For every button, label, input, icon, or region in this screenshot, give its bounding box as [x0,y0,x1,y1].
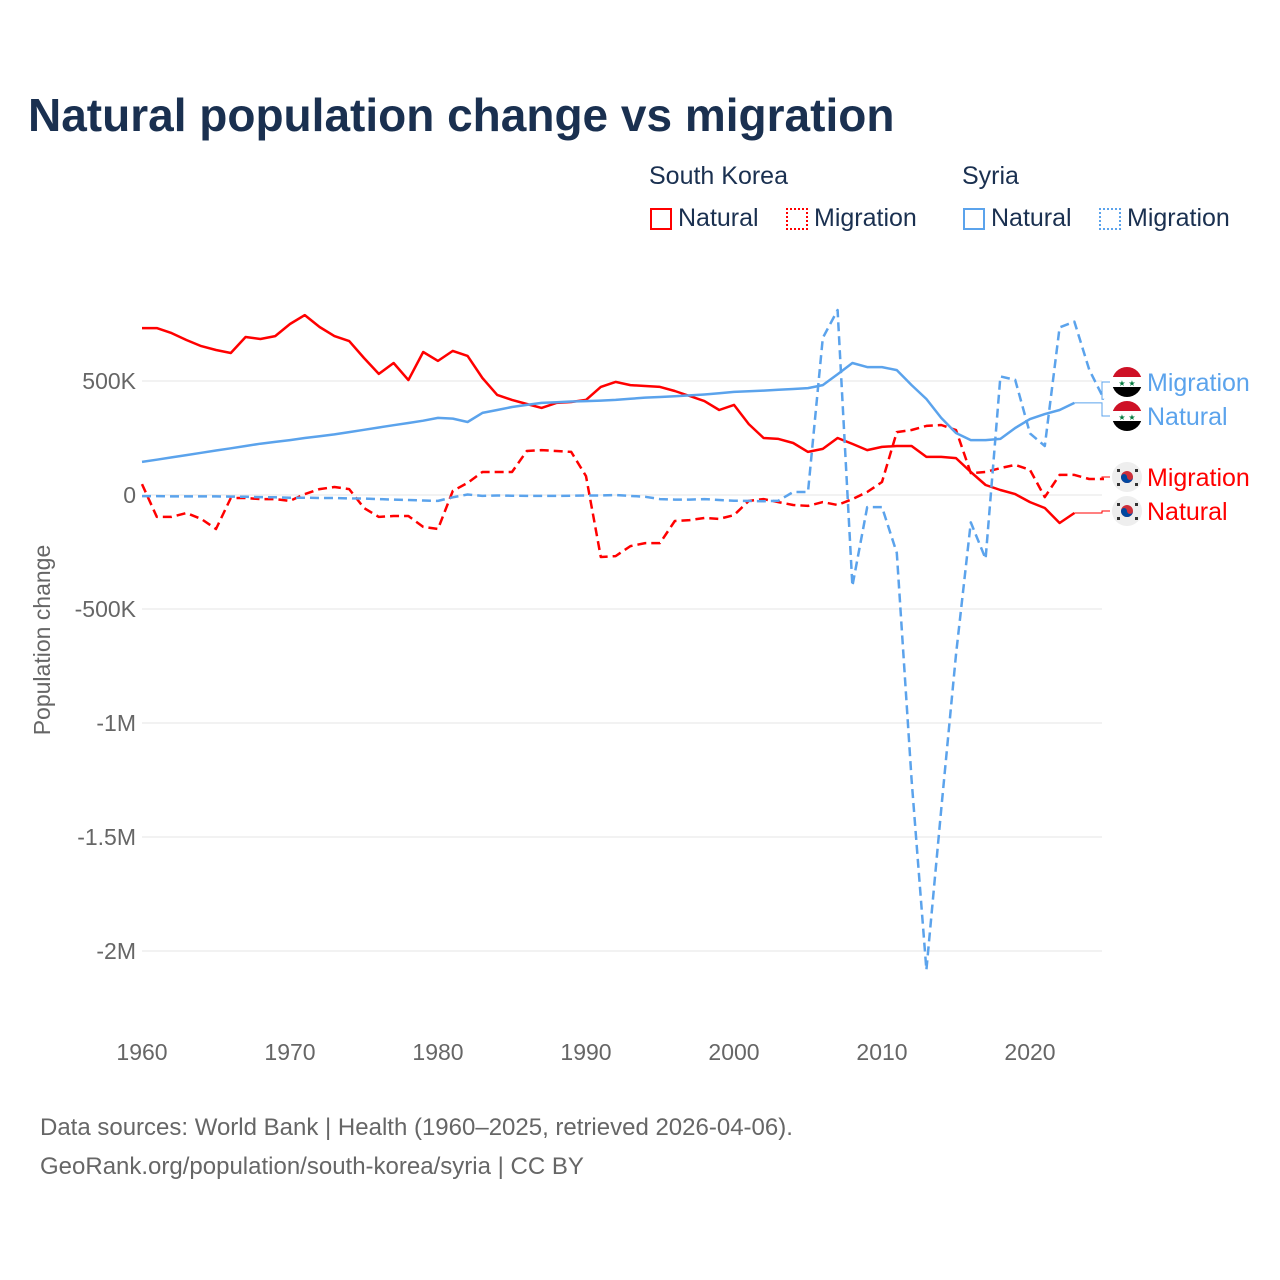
end-label-syria-natural: Natural [1147,403,1228,431]
x-tick-label: 1970 [264,1039,315,1065]
taegeuk-icon [1121,508,1133,517]
label-connector [1074,510,1110,514]
trigram-icon [1117,517,1120,520]
legend-sk-migration[interactable]: Migration [786,204,917,233]
syria-flag-icon: ★ ★ [1112,401,1142,431]
syria-natural-line [141,361,1075,464]
trigram-icon [1135,503,1138,506]
y-tick-label: -500K [75,596,137,622]
svg-text:★: ★ [1128,379,1135,388]
source-line: Data sources: World Bank | Health (1960–… [40,1114,793,1141]
taegeuk-icon [1121,474,1133,483]
legend-label: Migration [814,204,917,232]
end-label-south-korea-natural: Natural [1147,498,1228,526]
label-connector [1101,476,1110,480]
trigram-icon [1117,483,1120,486]
legend-label: Natural [991,204,1072,232]
svg-text:★: ★ [1118,413,1125,422]
end-label-south-korea-migration: Migration [1147,464,1250,492]
south-korea-natural-line [142,313,1076,525]
y-axis-label: Population change [29,545,55,736]
solid-swatch-icon [963,208,985,230]
x-tick-label: 1990 [560,1039,611,1065]
legend-label: Natural [678,204,759,232]
trigram-icon [1135,469,1138,472]
y-tick-label: -1M [96,710,136,736]
y-tick-label: -2M [96,938,136,964]
svg-text:★: ★ [1118,379,1125,388]
source-link[interactable]: GeoRank.org/population/south-korea/syria… [40,1153,584,1180]
dotted-swatch-icon [786,208,808,230]
label-connector [1101,381,1110,400]
y-tick-label: 0 [123,482,136,508]
legend-syria-migration[interactable]: Migration [1099,204,1230,233]
svg-text:★: ★ [1128,413,1135,422]
label-connector [1074,402,1110,417]
trigram-icon [1117,503,1120,506]
legend-syria-natural[interactable]: Natural [963,204,1072,233]
chart-title: Natural population change vs migration [28,89,895,141]
end-label-syria-migration: Migration [1147,369,1250,397]
dotted-swatch-icon [1099,208,1121,230]
trigram-icon [1135,517,1138,520]
syria-migration-line [142,308,1106,972]
trigram-icon [1117,469,1120,472]
x-tick-label: 2000 [708,1039,759,1065]
x-tick-label: 2020 [1004,1039,1055,1065]
solid-swatch-icon [650,208,672,230]
south-korea-migration-line [140,423,1104,559]
source-note: Data sources: World Bank | Health (1960–… [40,1108,793,1186]
trigram-icon [1135,483,1138,486]
legend-label: Migration [1127,204,1230,232]
y-tick-label: 500K [82,368,136,394]
x-tick-label: 1960 [116,1039,167,1065]
x-tick-label: 2010 [856,1039,907,1065]
y-tick-label: -1.5M [77,824,136,850]
legend-group-syria: Syria [962,162,1019,190]
syria-flag-icon: ★ ★ [1112,367,1142,397]
x-tick-label: 1980 [412,1039,463,1065]
legend-group-south-korea: South Korea [649,162,788,190]
legend-sk-natural[interactable]: Natural [650,204,759,233]
